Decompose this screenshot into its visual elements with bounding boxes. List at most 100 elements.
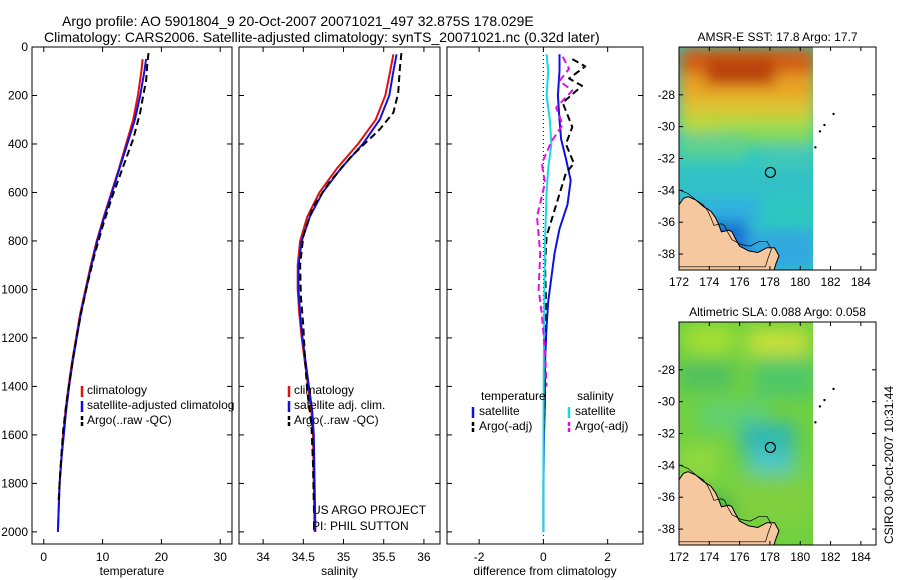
- y-tick-label-7: 1400: [1, 379, 28, 393]
- series-2-salinity-satellite: [542, 54, 553, 532]
- legend-heading-1: salinity: [577, 389, 614, 403]
- map-y-tick-label-0-2: -32: [658, 152, 676, 166]
- legend-label-1-0: satellite: [575, 404, 616, 418]
- series-0-argo-raw-qc: [57, 52, 150, 503]
- x-axis-label-1: salinity: [321, 564, 358, 578]
- sst-blob-2: [706, 58, 775, 85]
- sst-blob-7: [760, 147, 813, 170]
- map-y-tick-label-1-2: -32: [658, 427, 676, 441]
- y-tick-label-2: 400: [8, 137, 28, 151]
- island-dot-0-2: [818, 130, 822, 133]
- map-x-tick-label-0-3: 178: [760, 275, 780, 289]
- map-x-tick-label-1-4: 180: [790, 550, 810, 564]
- map-y-tick-label-1-3: -34: [658, 458, 676, 472]
- series-1-argo-raw-qc: [299, 52, 403, 503]
- argo-position-marker-1: [764, 441, 776, 454]
- sla-blob-1: [747, 328, 809, 356]
- island-dot-1-2: [818, 405, 822, 408]
- map-y-tick-label-0-4: -36: [658, 215, 676, 229]
- sla-blob-5: [740, 422, 795, 454]
- island-dot-0-0: [832, 112, 835, 116]
- side-timestamp: CSIRO 30-Oct-2007 10:31:44: [882, 386, 896, 544]
- island-dot-0-3: [814, 146, 817, 149]
- land-contour-1: [679, 465, 772, 543]
- map-y-tick-label-0-3: -34: [658, 183, 676, 197]
- sst-blob-8: [679, 169, 813, 197]
- x-tick-label-2-2: 2: [604, 550, 611, 564]
- figure-title-line-1: Argo profile: AO 5901804_9 20-Oct-2007 2…: [62, 13, 534, 29]
- map-y-tick-label-0-0: -28: [658, 88, 676, 102]
- y-tick-label-6: 1200: [1, 331, 28, 345]
- temperature-panel: 0 10 20 30 0 200 400 600 800 1000 1200 1400 1600 1800…: [1, 40, 234, 578]
- legend-heading-0: temperature: [481, 389, 546, 403]
- x-tick-label-0-1: 10: [96, 550, 110, 564]
- map-x-tick-label-0-2: 176: [730, 275, 750, 289]
- x-tick-label-1-1: 34.5: [292, 550, 316, 564]
- x-tick-label-2-0: -2: [474, 550, 485, 564]
- legend-label-1-1: Argo(-adj): [575, 419, 628, 433]
- y-tick-label-1: 200: [8, 88, 28, 102]
- x-tick-label-0-2: 20: [155, 550, 169, 564]
- y-tick-label-3: 600: [8, 185, 28, 199]
- legend-label-0-1: Argo(-adj): [479, 419, 532, 433]
- map-x-tick-label-1-1: 174: [699, 550, 719, 564]
- map-y-tick-label-1-4: -36: [658, 490, 676, 504]
- y-tick-label-8: 1600: [1, 428, 28, 442]
- map-title-0: AMSR-E SST: 17.8 Argo: 17.7: [697, 30, 857, 44]
- map-x-tick-label-0-0: 172: [669, 275, 689, 289]
- island-dot-1-1: [823, 398, 826, 402]
- x-tick-label-0-3: 30: [214, 550, 228, 564]
- x-tick-label-0-0: 0: [40, 550, 47, 564]
- map-y-tick-label-0-5: -38: [658, 247, 676, 261]
- x-axis-label-0: temperature: [100, 564, 165, 578]
- map-title-1: Altimetric SLA: 0.088 Argo: 0.058: [689, 305, 866, 319]
- map-y-tick-label-1-0: -28: [658, 363, 676, 377]
- y-tick-label-5: 1000: [1, 282, 28, 296]
- x-tick-label-1-4: 36: [417, 550, 431, 564]
- legend-label-0-0: climatology: [87, 383, 147, 397]
- axes-frame-1: [238, 46, 441, 545]
- series-2-temperature-argo-adj: [543, 58, 587, 435]
- island-dot-0-1: [823, 123, 826, 127]
- series-1-satellite-adj-clim: [297, 54, 398, 532]
- map-land-group-0: [679, 190, 780, 270]
- map-y-tick-label-1-5: -38: [658, 522, 676, 536]
- x-tick-label-1-2: 35: [337, 550, 351, 564]
- y-tick-label-0: 0: [21, 40, 28, 54]
- sla-map-panel: 172 174 176 178 180 182 184 -28 -30 -32 -34 -36 -38 A…: [658, 305, 877, 564]
- project-credit-line-2: PI: PHIL SUTTON: [312, 519, 409, 533]
- legend-label-1-2: Argo(..raw -QC): [294, 413, 379, 427]
- legend-label-1-0: climatology: [294, 383, 354, 397]
- land-north-island-1: [679, 471, 780, 545]
- map-land-group-1: [679, 465, 780, 545]
- series-2-salinity-argo-adj: [536, 56, 574, 387]
- island-dot-1-0: [832, 387, 835, 391]
- legend-label-0-0: satellite: [479, 404, 520, 418]
- x-tick-label-2-1: 0: [540, 550, 547, 564]
- sla-blob-8: [726, 478, 813, 523]
- map-x-tick-label-0-6: 184: [851, 275, 871, 289]
- legend-label-0-1: satellite-adjusted climatolog: [87, 398, 234, 412]
- figure-title-line-2: Climatology: CARS2006. Satellite-adjuste…: [44, 29, 600, 45]
- sst-blobs: [679, 47, 813, 270]
- map-x-tick-label-0-5: 182: [821, 275, 841, 289]
- project-credit-line-1: US ARGO PROJECT: [312, 503, 427, 517]
- legend-label-1-1: satellite adj. clim.: [294, 398, 385, 412]
- argo-position-marker-0: [764, 166, 776, 179]
- map-x-tick-label-1-2: 176: [730, 550, 750, 564]
- sla-blob-6: [747, 451, 795, 474]
- x-tick-label-1-3: 35.5: [372, 550, 396, 564]
- x-axis-label-2: difference from climatology: [473, 564, 616, 578]
- y-tick-label-9: 1800: [1, 476, 28, 490]
- island-dot-1-3: [814, 421, 817, 424]
- land-contour-0: [679, 190, 772, 268]
- map-x-tick-label-1-0: 172: [669, 550, 689, 564]
- sla-blob-0: [685, 326, 734, 354]
- map-x-tick-label-1-3: 178: [760, 550, 780, 564]
- land-north-island-0: [679, 196, 780, 270]
- y-tick-label-10: 2000: [1, 525, 28, 539]
- map-x-tick-label-1-6: 184: [851, 550, 871, 564]
- sst-map-panel: 172 174 176 178 180 182 184 -28 -30 -32 -34 -36 -38 A…: [658, 30, 877, 289]
